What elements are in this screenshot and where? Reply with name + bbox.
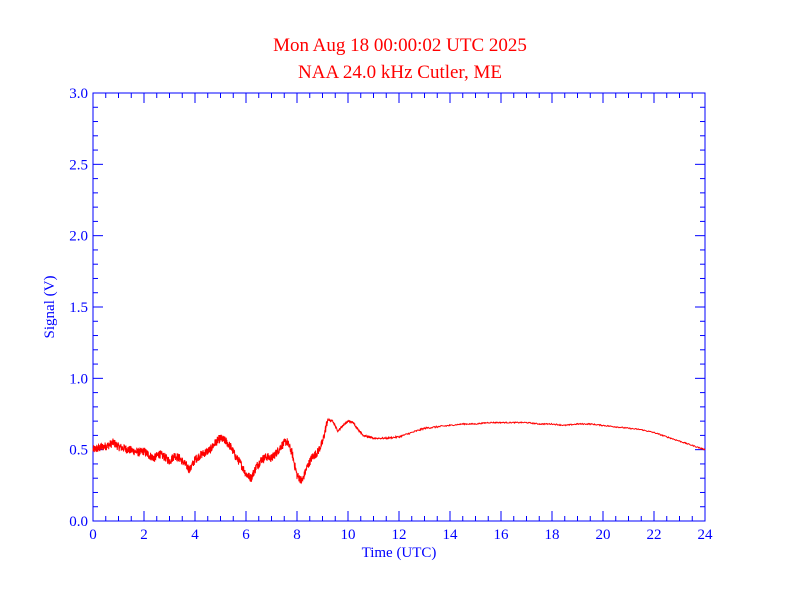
x-tick-label: 16	[494, 527, 510, 543]
y-tick-label: 2.5	[69, 157, 88, 173]
chart-subtitle: NAA 24.0 kHz Cutler, ME	[298, 62, 502, 83]
y-tick-label: 0.0	[69, 514, 88, 530]
y-tick-label: 1.0	[69, 371, 88, 387]
x-tick-label: 6	[242, 527, 250, 543]
tick-labels: 0 2 4 6 8 10 12 14 16 18 20 22 240.00.51.01.52.02.53…	[69, 86, 713, 543]
x-axis-label: Time (UTC)	[362, 545, 437, 561]
y-tick-label: 3.0	[69, 86, 88, 102]
plot-frame	[92, 92, 706, 522]
x-tick-label: 24	[698, 527, 714, 543]
tick-marks	[92, 92, 706, 522]
y-axis-label: Signal (V)	[42, 276, 58, 339]
x-tick-label: 2	[140, 527, 148, 543]
x-tick-label: 0	[89, 527, 97, 543]
y-tick-label: 2.0	[69, 229, 88, 245]
x-tick-label: 4	[191, 527, 199, 543]
x-tick-label: 12	[392, 527, 407, 543]
series-layer	[92, 417, 706, 485]
y-tick-label: 1.5	[69, 300, 88, 316]
x-tick-label: 18	[545, 527, 560, 543]
signal-series-line	[92, 417, 706, 485]
x-tick-label: 14	[443, 527, 459, 543]
chart-title: Mon Aug 18 00:00:02 UTC 2025	[273, 35, 527, 56]
x-tick-label: 20	[596, 527, 611, 543]
x-tick-label: 22	[647, 527, 662, 543]
y-tick-label: 0.5	[69, 443, 88, 459]
x-tick-label: 10	[341, 527, 356, 543]
x-tick-label: 8	[293, 527, 301, 543]
